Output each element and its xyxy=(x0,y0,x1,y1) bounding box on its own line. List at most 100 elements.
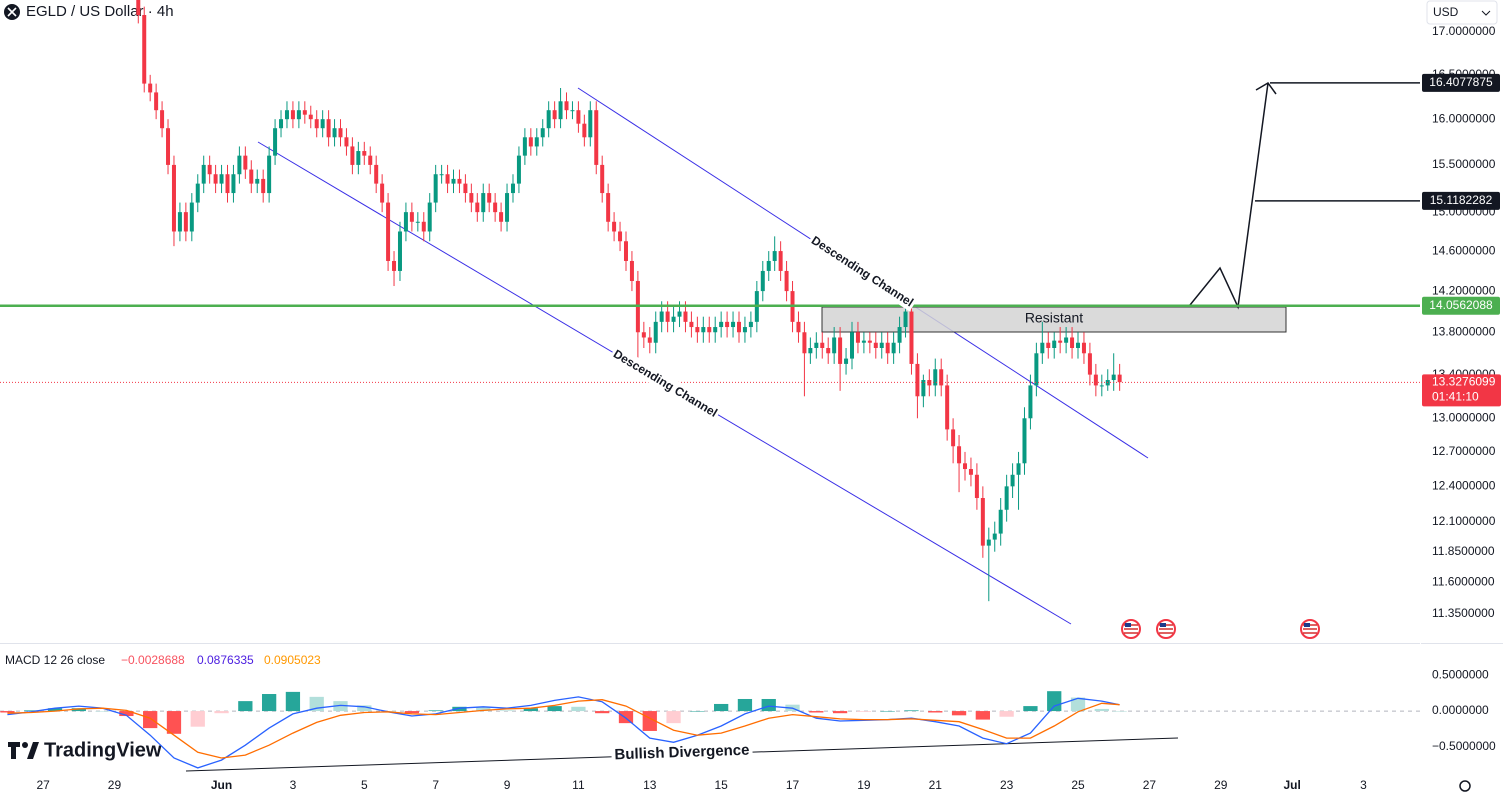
macd-histogram xyxy=(0,691,1127,734)
histogram-bar xyxy=(190,711,205,727)
candle-body xyxy=(362,151,367,156)
x-tick-label: 27 xyxy=(1143,778,1157,792)
brand-mark xyxy=(8,742,20,759)
settings-icon[interactable] xyxy=(1459,780,1471,792)
x-tick-label: 15 xyxy=(714,778,728,792)
y-tick-label: 11.8500000 xyxy=(1432,544,1495,558)
candle-body xyxy=(1052,340,1057,348)
brand-mark xyxy=(27,742,39,759)
x-tick-label: 9 xyxy=(504,778,511,792)
brand-logo: TradingView xyxy=(8,739,162,761)
candle-body xyxy=(344,137,349,147)
price-level-label: 14.0562088 xyxy=(1429,298,1493,312)
y-tick-label: 15.5000000 xyxy=(1432,157,1496,171)
candle-body xyxy=(469,193,474,203)
candle-body xyxy=(980,498,985,546)
currency-chevron[interactable] xyxy=(1481,10,1491,16)
candle-body xyxy=(814,342,819,348)
histogram-bar xyxy=(404,711,420,714)
candle-body xyxy=(689,321,694,328)
x-tick-label: 27 xyxy=(36,778,50,792)
candle-body xyxy=(148,83,153,93)
histogram-bar xyxy=(1023,706,1038,712)
candle-body xyxy=(403,212,408,232)
histogram-bar xyxy=(333,701,348,712)
histogram-bar xyxy=(452,706,467,712)
candle-body xyxy=(522,137,527,156)
histogram-bar xyxy=(47,708,63,712)
candle-body xyxy=(368,155,373,165)
candle-body xyxy=(600,164,605,194)
candle-body xyxy=(1022,418,1027,464)
currency-label[interactable]: USD xyxy=(1433,5,1459,19)
price-level-label: 15.1182282 xyxy=(1430,193,1493,207)
currency-box[interactable] xyxy=(1426,0,1498,25)
candle-body xyxy=(1111,374,1116,381)
x-tick-label: Jun xyxy=(211,778,232,792)
candle-body xyxy=(736,321,741,333)
candle-body xyxy=(219,174,224,184)
y-tick-label: 0.0000000 xyxy=(1432,703,1489,717)
histogram-bar xyxy=(951,711,967,716)
candle-body xyxy=(641,332,646,338)
candle-body xyxy=(534,137,539,147)
candle-body xyxy=(659,311,664,322)
histogram-bar xyxy=(714,703,729,712)
candle-body xyxy=(350,146,355,165)
flag-canton xyxy=(1125,623,1310,627)
annotation: Bullish Divergence xyxy=(614,742,750,764)
candle-body xyxy=(171,164,176,232)
price-level-box xyxy=(1422,73,1500,92)
histogram-bar xyxy=(0,711,15,713)
histogram-bar xyxy=(856,711,872,712)
histogram-bar xyxy=(547,706,562,712)
candle-body xyxy=(273,128,278,156)
candle-body xyxy=(332,128,337,138)
candle-body xyxy=(838,337,843,364)
x-tick-label: 3 xyxy=(290,778,297,792)
candle-body xyxy=(731,321,736,328)
candle-body xyxy=(974,474,979,499)
y-tick-label: 13.8000000 xyxy=(1432,324,1496,338)
candle-body xyxy=(945,385,950,430)
candle-body xyxy=(671,316,676,322)
candle-body xyxy=(742,327,747,333)
indicator-readout: 0.0905023 xyxy=(264,653,321,667)
candle-body xyxy=(487,193,492,203)
candle-body xyxy=(499,212,504,222)
candle-body xyxy=(451,178,456,184)
x-tick-label: 17 xyxy=(786,778,800,792)
histogram-bar xyxy=(119,711,134,717)
candle-body xyxy=(166,128,171,165)
y-tick-label: 12.1000000 xyxy=(1432,514,1496,528)
candle-body xyxy=(968,469,973,475)
histogram-bar xyxy=(880,711,895,712)
candle-body xyxy=(427,202,432,232)
macd-line xyxy=(7,696,1120,769)
histogram-bar xyxy=(261,694,277,712)
x-tick-label: 3 xyxy=(1360,778,1367,792)
y-tick-label: 14.6000000 xyxy=(1432,243,1496,257)
event-flags xyxy=(1121,619,1320,639)
candle-body xyxy=(844,358,849,364)
candle-body xyxy=(778,251,783,271)
candle-body xyxy=(136,0,141,15)
histogram-bar xyxy=(285,691,301,712)
candle-body xyxy=(1081,342,1086,354)
candle-body xyxy=(546,110,551,129)
candle-body xyxy=(784,270,789,292)
currency-selector[interactable]: USD xyxy=(1426,0,1498,25)
candle-body xyxy=(867,340,872,343)
candle-body xyxy=(992,533,997,540)
candle-body xyxy=(510,183,515,194)
candle-body xyxy=(885,342,890,354)
histogram-bar xyxy=(1070,697,1086,712)
x-tick-label: 5 xyxy=(361,778,368,792)
histogram-bar xyxy=(809,711,824,713)
candle-body xyxy=(998,509,1003,534)
y-tick-label: −0.5000000 xyxy=(1432,739,1496,753)
histogram-bar xyxy=(737,698,753,712)
candle-body xyxy=(1099,385,1104,387)
candle-body xyxy=(1004,486,1009,510)
